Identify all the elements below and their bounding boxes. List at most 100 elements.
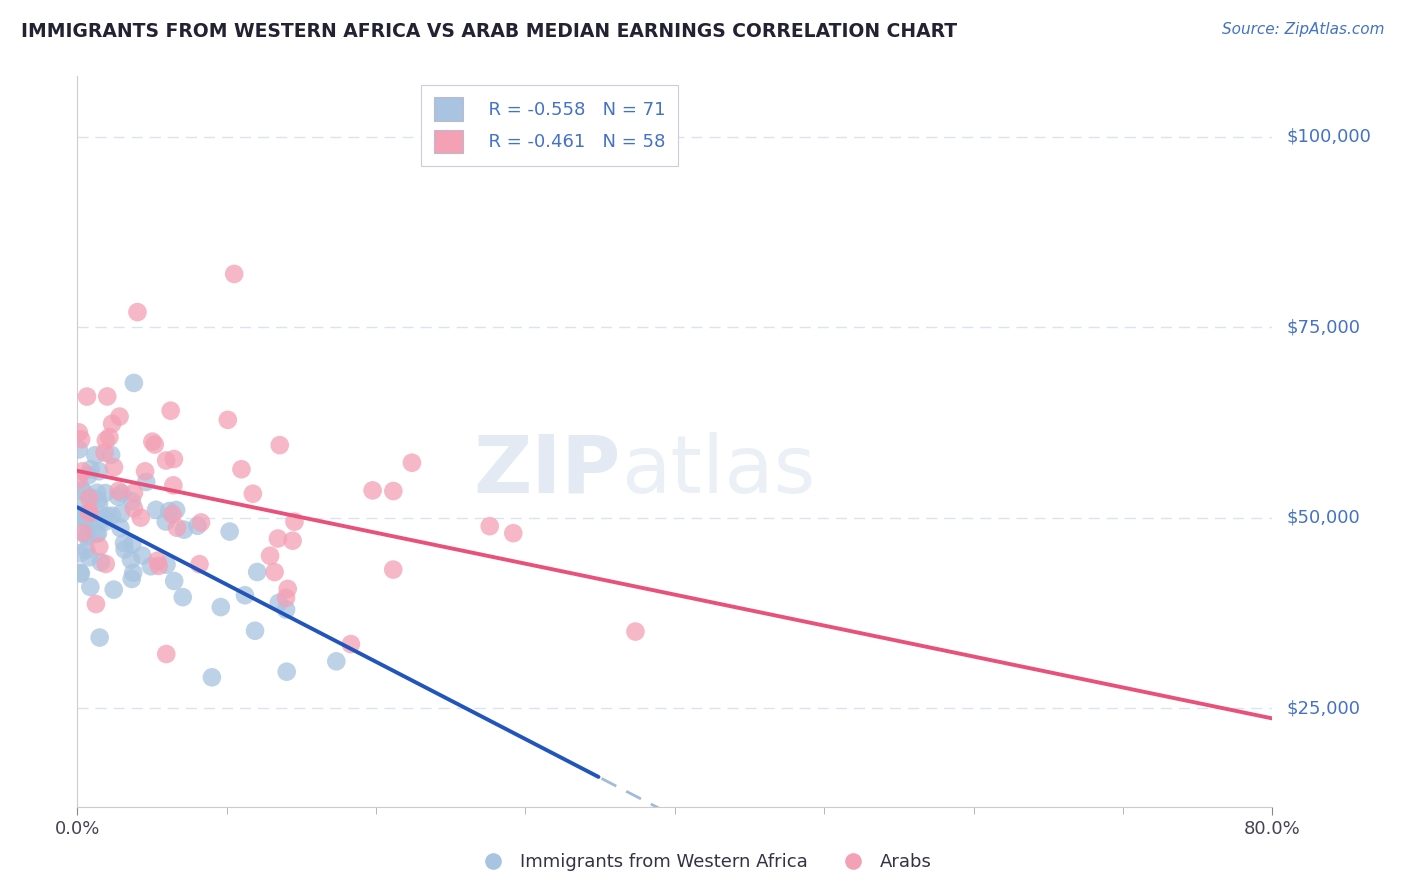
Point <box>75 515 97 529</box>
Point <box>89 631 111 645</box>
Point <box>75 543 97 558</box>
Point <box>134 464 156 478</box>
Point <box>135 475 157 489</box>
Point <box>121 572 143 586</box>
Point <box>69 546 91 560</box>
Text: $100,000: $100,000 <box>1286 128 1371 145</box>
Legend:   R = -0.558   N = 71,   R = -0.461   N = 58: R = -0.558 N = 71, R = -0.461 N = 58 <box>420 85 678 166</box>
Point <box>267 532 290 546</box>
Point <box>94 434 117 448</box>
Point <box>224 267 246 281</box>
Text: ZIP: ZIP <box>474 432 621 510</box>
Point <box>401 456 423 470</box>
Point <box>79 507 101 521</box>
Text: IMMIGRANTS FROM WESTERN AFRICA VS ARAB MEDIAN EARNINGS CORRELATION CHART: IMMIGRANTS FROM WESTERN AFRICA VS ARAB M… <box>21 22 957 41</box>
Point <box>112 536 135 550</box>
Point <box>148 558 170 573</box>
Point <box>277 582 299 596</box>
Point <box>162 478 184 492</box>
Point <box>79 516 101 531</box>
Point <box>217 413 239 427</box>
Point <box>163 574 186 588</box>
Point <box>110 507 132 521</box>
Point <box>155 558 177 572</box>
Point <box>96 389 118 403</box>
Point <box>382 483 405 498</box>
Point <box>624 624 647 639</box>
Point <box>129 510 152 524</box>
Point <box>87 526 110 541</box>
Point <box>188 558 211 572</box>
Point <box>101 417 124 431</box>
Point <box>77 468 100 483</box>
Legend: Immigrants from Western Africa, Arabs: Immigrants from Western Africa, Arabs <box>467 847 939 879</box>
Point <box>79 505 101 519</box>
Point <box>76 390 98 404</box>
Point <box>76 530 98 544</box>
Text: $50,000: $50,000 <box>1286 508 1360 527</box>
Point <box>107 490 129 504</box>
Point <box>100 448 122 462</box>
Point <box>201 670 224 684</box>
Point <box>120 553 142 567</box>
Point <box>190 516 212 530</box>
Point <box>96 508 118 523</box>
Point <box>325 654 347 668</box>
Point <box>146 554 169 568</box>
Point <box>79 550 101 565</box>
Point <box>361 483 384 498</box>
Point <box>86 485 108 500</box>
Point <box>70 508 93 522</box>
Point <box>276 665 298 679</box>
Point <box>382 563 405 577</box>
Point <box>90 555 112 569</box>
Point <box>141 434 163 449</box>
Point <box>127 305 149 319</box>
Point <box>246 565 269 579</box>
Point <box>233 588 256 602</box>
Point <box>107 483 129 498</box>
Point <box>143 437 166 451</box>
Point <box>267 596 290 610</box>
Point <box>155 515 177 529</box>
Point <box>242 486 264 500</box>
Point <box>155 647 177 661</box>
Point <box>283 515 305 529</box>
Point <box>108 409 131 424</box>
Point <box>274 602 297 616</box>
Point <box>69 566 91 580</box>
Point <box>79 462 101 476</box>
Point <box>165 503 187 517</box>
Point <box>87 464 110 478</box>
Point <box>67 508 90 523</box>
Text: $25,000: $25,000 <box>1286 699 1361 717</box>
Point <box>87 492 110 507</box>
Point <box>79 580 101 594</box>
Point <box>122 376 145 390</box>
Point <box>502 526 524 541</box>
Point <box>131 549 153 563</box>
Point <box>67 442 90 457</box>
Text: atlas: atlas <box>621 432 815 510</box>
Point <box>172 590 194 604</box>
Point <box>122 566 145 580</box>
Point <box>162 508 184 522</box>
Point <box>103 460 125 475</box>
Point <box>103 582 125 597</box>
Point <box>243 624 266 638</box>
Point <box>70 483 93 497</box>
Point <box>79 505 101 519</box>
Point <box>72 484 94 499</box>
Point <box>72 525 94 540</box>
Point <box>84 597 107 611</box>
Point <box>209 600 232 615</box>
Point <box>72 500 94 514</box>
Point <box>75 527 97 541</box>
Point <box>121 494 143 508</box>
Point <box>274 591 297 605</box>
Point <box>70 432 93 446</box>
Point <box>93 445 115 459</box>
Point <box>93 515 115 529</box>
Point <box>159 403 181 417</box>
Point <box>122 501 145 516</box>
